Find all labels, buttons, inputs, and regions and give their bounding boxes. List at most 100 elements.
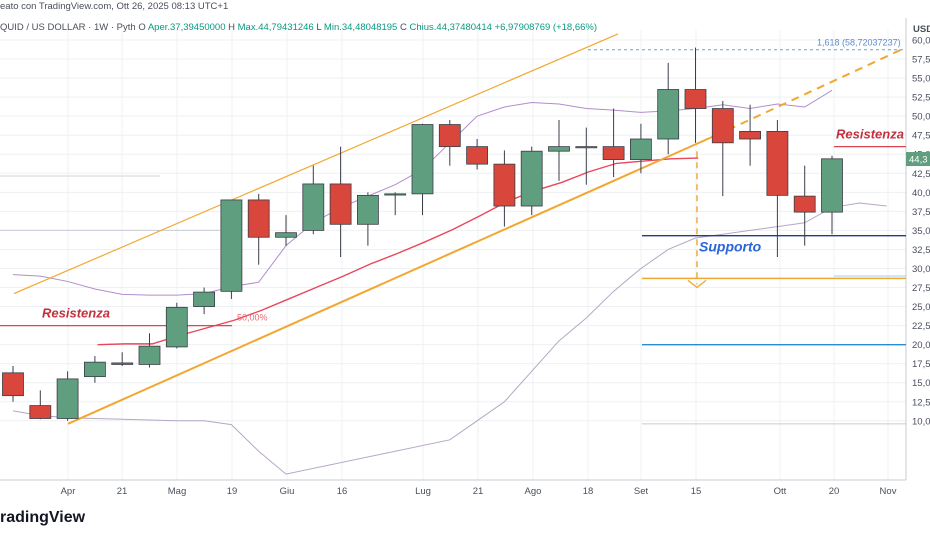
- y-tick-label: 22,50: [912, 321, 930, 332]
- candle: [247, 193, 270, 265]
- candle-body-up: [384, 193, 407, 196]
- y-tick-label: 10,00: [912, 416, 930, 427]
- candle-body-down: [711, 108, 734, 144]
- x-tick-label: Set: [634, 486, 649, 497]
- candle: [657, 62, 680, 155]
- candle-body-up: [630, 138, 652, 160]
- channel-upper-line: [13, 33, 619, 295]
- close-key: C: [399, 22, 407, 33]
- candle-body-up: [548, 146, 570, 152]
- candle: [739, 104, 761, 166]
- channel-lower-projection: [727, 47, 905, 131]
- candle-body-down: [739, 130, 761, 140]
- y-tick-label: 30,00: [912, 264, 930, 275]
- candle: [275, 215, 297, 246]
- candle-body-down: [329, 183, 352, 225]
- y-tick-label: 15,00: [912, 378, 930, 389]
- candle-body-up: [411, 124, 434, 195]
- last-price-tag: [906, 152, 930, 167]
- candle: [821, 155, 843, 235]
- channel-lower-line: [67, 128, 729, 425]
- candle-body-down: [2, 372, 24, 397]
- open-value: Aper.37,39450000: [147, 22, 226, 33]
- x-tick-label: 19: [227, 486, 238, 497]
- low-value: Min.34,48048195: [323, 22, 398, 33]
- candle: [793, 165, 816, 246]
- candle: [438, 119, 461, 166]
- candle-body-up: [302, 183, 325, 231]
- candle: [602, 108, 625, 178]
- resistance-right-label: Resistenza: [836, 127, 904, 142]
- candle: [684, 47, 707, 143]
- candle-body-up: [657, 89, 680, 140]
- x-tick-label: Ago: [525, 486, 542, 497]
- candle-body-down: [466, 146, 489, 165]
- candle: [711, 100, 734, 197]
- y-tick-label: 17,50: [912, 359, 930, 370]
- publish-info: eato con TradingView.com, Ott 26, 2025 0…: [0, 1, 229, 12]
- y-tick-label: 35,00: [912, 226, 930, 237]
- y-tick-label: 12,50: [912, 397, 930, 408]
- candle: [384, 192, 407, 216]
- candle: [493, 150, 516, 227]
- y-tick-label: 42,50: [912, 169, 930, 180]
- tradingview-logo: radingView: [0, 509, 86, 526]
- y-tick-label: 60,00: [912, 36, 930, 47]
- fib-50-label: 50,00%: [237, 313, 268, 323]
- x-tick-label: 15: [691, 486, 702, 497]
- candle-body-up: [138, 345, 161, 365]
- candle-body-up: [84, 361, 106, 378]
- y-tick-label: 40,00: [912, 188, 930, 199]
- candle: [193, 287, 216, 315]
- candle: [138, 333, 161, 368]
- candle-body-down: [111, 362, 134, 365]
- y-tick-label: 57,50: [912, 55, 930, 66]
- candle: [575, 127, 598, 185]
- candle-body-up: [275, 232, 297, 238]
- candle-body-down: [438, 124, 461, 148]
- change-value: +6,97908769 (+18,66%): [494, 22, 598, 33]
- x-tick-label: 21: [473, 486, 484, 497]
- candle-body-up: [356, 194, 379, 225]
- candle: [356, 192, 379, 246]
- resistance-left-label: Resistenza: [42, 306, 110, 321]
- x-tick-label: 16: [337, 486, 348, 497]
- symbol-name[interactable]: QUID / US DOLLAR · 1W · Pyth: [0, 22, 136, 33]
- x-tick-label: Giu: [280, 486, 295, 497]
- candle: [548, 119, 570, 181]
- candle: [411, 123, 434, 216]
- high-value: Max.44,79431246: [237, 22, 314, 33]
- y-tick-label: 27,50: [912, 283, 930, 294]
- x-tick-label: Lug: [415, 486, 431, 497]
- candle-body-down: [29, 405, 52, 419]
- y-tick-label: 37,50: [912, 207, 930, 218]
- close-value: Chius.44,37480414: [409, 22, 492, 33]
- candle: [29, 390, 52, 420]
- candle: [84, 356, 106, 383]
- y-tick-label: 25,00: [912, 302, 930, 313]
- x-tick-label: Ott: [774, 486, 787, 497]
- y-tick-label: 47,50: [912, 131, 930, 142]
- candle-body-up: [220, 199, 243, 292]
- candle-body-down: [602, 146, 625, 160]
- y-tick-label: 32,50: [912, 245, 930, 256]
- candle-body-down: [684, 89, 707, 109]
- candle-body-up: [193, 291, 216, 307]
- candle-body-down: [493, 163, 516, 207]
- candle: [111, 352, 134, 366]
- candle: [630, 123, 652, 174]
- target-arrow-head: [687, 279, 707, 289]
- support-label: Supporto: [699, 239, 762, 255]
- low-key: L: [316, 22, 322, 33]
- x-tick-label: 21: [117, 486, 128, 497]
- y-tick-label: 52,50: [912, 93, 930, 104]
- moving-average-line: [97, 157, 699, 346]
- y-tick-label: 20,00: [912, 340, 930, 351]
- candle: [165, 302, 188, 349]
- candle-body-up: [520, 150, 543, 207]
- x-tick-label: Nov: [880, 486, 897, 497]
- candle-body-down: [247, 199, 270, 238]
- candle: [302, 165, 325, 235]
- candle: [520, 146, 543, 216]
